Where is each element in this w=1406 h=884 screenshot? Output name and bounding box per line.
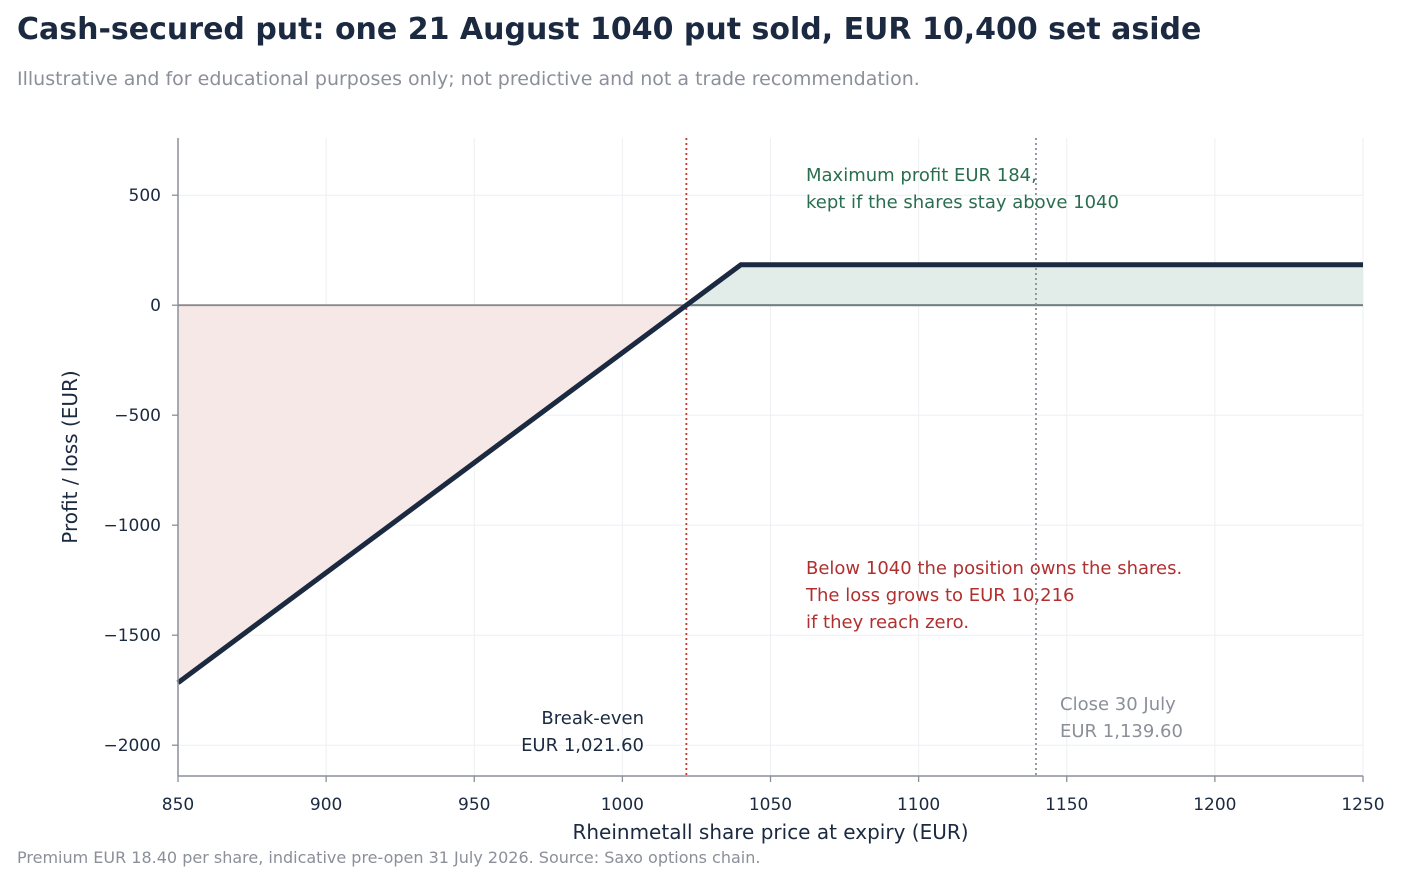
y-tick-label: −1500 xyxy=(103,626,161,646)
breakeven-annotation: Break-even xyxy=(541,708,644,729)
reference-lines xyxy=(685,138,1037,776)
x-tick-label: 850 xyxy=(162,795,194,815)
x-tick-label: 1100 xyxy=(897,795,940,815)
x-tick-label: 1050 xyxy=(749,795,792,815)
y-tick-label: 500 xyxy=(129,186,161,206)
axes: 850 900 950 1000 1050 1100 1150 1200 1250 500 0 −50… xyxy=(58,138,1385,844)
x-tick-label: 950 xyxy=(458,795,490,815)
y-tick-label: −1000 xyxy=(103,516,161,536)
x-tick-label: 1250 xyxy=(1341,795,1384,815)
source-footnote: Premium EUR 18.40 per share, indicative … xyxy=(17,848,761,867)
close-annotation: Close 30 July xyxy=(1060,694,1176,715)
close-annotation: EUR 1,139.60 xyxy=(1060,721,1183,742)
x-tick-label: 1000 xyxy=(601,795,644,815)
x-tick-label: 900 xyxy=(310,795,342,815)
payoff-line xyxy=(176,262,1363,685)
max-profit-annotation: Maximum profit EUR 184, xyxy=(806,165,1037,186)
loss-annotation: Below 1040 the position owns the shares. xyxy=(806,558,1182,579)
profit-area xyxy=(686,264,1363,306)
breakeven-annotation: EUR 1,021.60 xyxy=(521,735,644,756)
chart-subtitle: Illustrative and for educational purpose… xyxy=(17,68,920,90)
loss-annotation: if they reach zero. xyxy=(806,612,969,633)
loss-annotation: The loss grows to EUR 10,216 xyxy=(805,585,1075,606)
x-tick-label: 1200 xyxy=(1193,795,1236,815)
annotations: Maximum profit EUR 184, kept if the share… xyxy=(521,165,1183,756)
max-profit-annotation: kept if the shares stay above 1040 xyxy=(806,192,1119,213)
chart-title: Cash-secured put: one 21 August 1040 put… xyxy=(17,12,1202,47)
y-tick-label: −500 xyxy=(114,406,161,426)
x-axis-label: Rheinmetall share price at expiry (EUR) xyxy=(572,820,968,844)
payoff-series xyxy=(176,262,1363,685)
y-tick-label: −2000 xyxy=(103,736,161,756)
y-axis-label: Profit / loss (EUR) xyxy=(58,370,82,543)
y-tick-label: 0 xyxy=(150,296,161,316)
x-tick-label: 1150 xyxy=(1045,795,1088,815)
